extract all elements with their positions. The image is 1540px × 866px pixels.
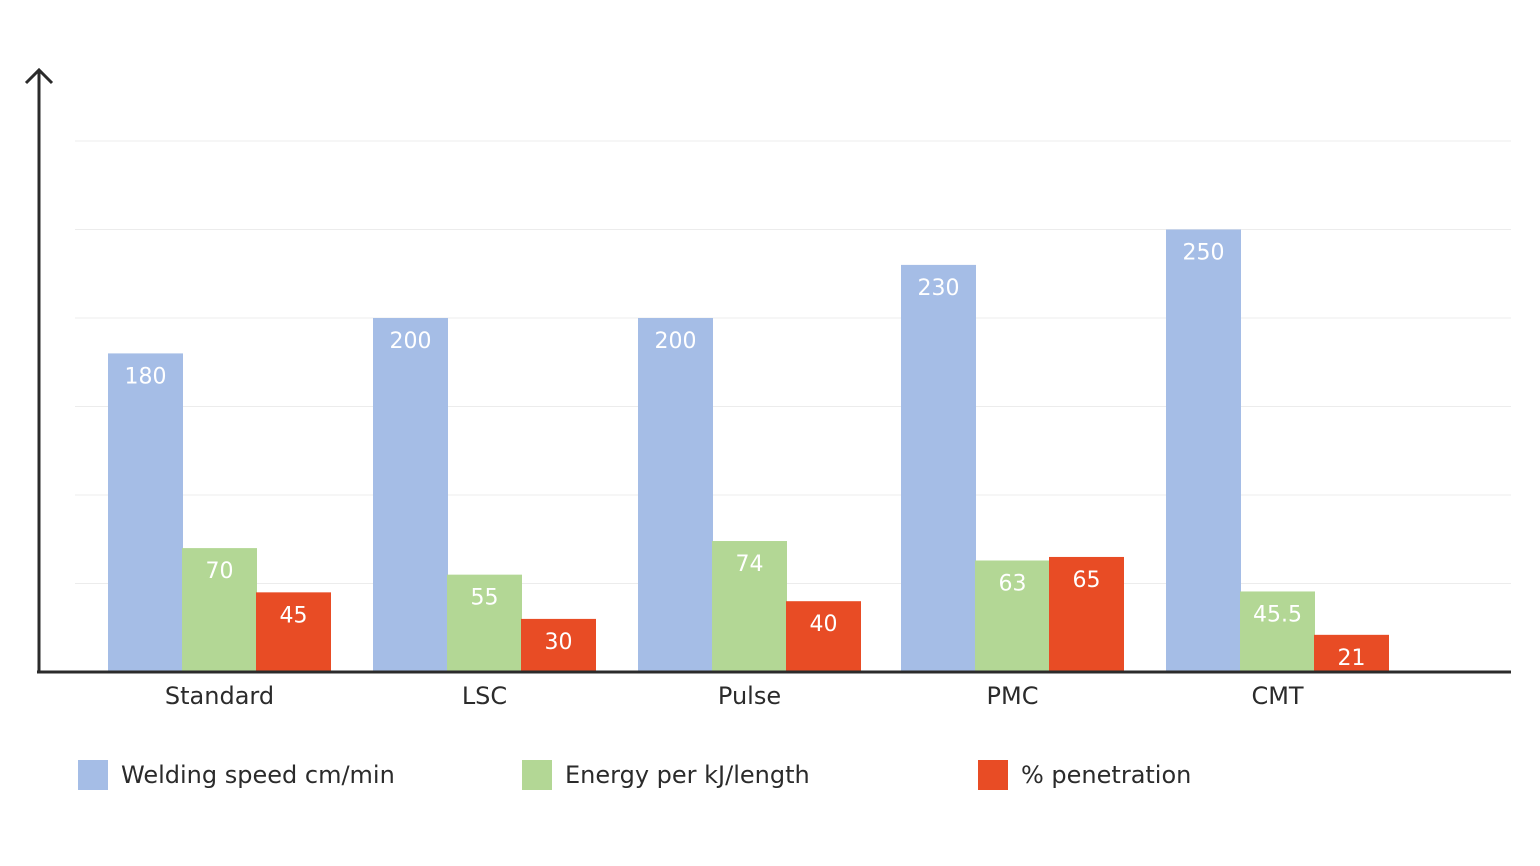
category-label: CMT	[1251, 682, 1303, 710]
bar-value-labels: 180 70 45 200 55 30 200 74 40 230 63 65 250 45.5 21	[125, 241, 1366, 671]
bar-welding-speed	[638, 318, 713, 672]
bar-energy	[1240, 591, 1315, 672]
bar-energy	[975, 560, 1050, 672]
bar-value-label: 30	[545, 630, 573, 655]
bar-welding-speed	[373, 318, 448, 672]
category-label: Standard	[165, 682, 274, 710]
axes	[24, 67, 1511, 674]
legend-item-energy: Energy per kJ/length	[522, 760, 810, 790]
bar-value-label: 70	[206, 559, 234, 584]
legend-label-energy: Energy per kJ/length	[565, 761, 810, 789]
category-label: LSC	[462, 682, 507, 710]
bar-penetration	[521, 618, 596, 672]
legend-item-penetration: % penetration	[978, 760, 1191, 790]
bar-value-label: 55	[471, 586, 499, 611]
bar-penetration	[256, 592, 331, 672]
category-labels: Standard LSC Pulse PMC CMT	[165, 682, 1304, 710]
bar-value-label: 40	[810, 612, 838, 637]
bar-penetration	[1314, 634, 1389, 672]
legend-label-welding-speed: Welding speed cm/min	[121, 761, 395, 789]
bar-value-label: 250	[1183, 241, 1225, 266]
legend: Welding speed cm/min Energy per kJ/lengt…	[0, 760, 1540, 794]
legend-item-welding-speed: Welding speed cm/min	[78, 760, 395, 790]
legend-swatch-welding-speed	[78, 760, 108, 790]
bar-welding-speed	[108, 353, 183, 672]
bar-value-label: 45	[280, 603, 308, 628]
legend-swatch-penetration	[978, 760, 1008, 790]
bar-value-label: 63	[999, 571, 1027, 596]
category-label: PMC	[987, 682, 1039, 710]
legend-swatch-energy	[522, 760, 552, 790]
bar-energy	[712, 541, 787, 672]
bar-energy	[447, 574, 522, 672]
bar-penetration	[786, 601, 861, 672]
y-axis-arrow-icon	[24, 67, 54, 85]
bar-welding-speed	[901, 264, 976, 672]
bar-welding-speed	[1166, 229, 1241, 672]
category-label: Pulse	[718, 682, 781, 710]
bar-value-label: 230	[918, 276, 960, 301]
bars	[108, 229, 1389, 672]
bar-value-label: 65	[1073, 568, 1101, 593]
bar-energy	[182, 548, 257, 672]
bar-value-label: 200	[655, 329, 697, 354]
bar-value-label: 21	[1338, 646, 1366, 671]
bar-value-label: 200	[390, 329, 432, 354]
legend-label-penetration: % penetration	[1021, 761, 1192, 789]
bar-penetration	[1049, 556, 1124, 672]
bar-value-label: 45.5	[1253, 602, 1302, 627]
bar-value-label: 74	[736, 552, 764, 577]
bar-value-label: 180	[125, 364, 167, 389]
grid-lines	[75, 140, 1511, 584]
